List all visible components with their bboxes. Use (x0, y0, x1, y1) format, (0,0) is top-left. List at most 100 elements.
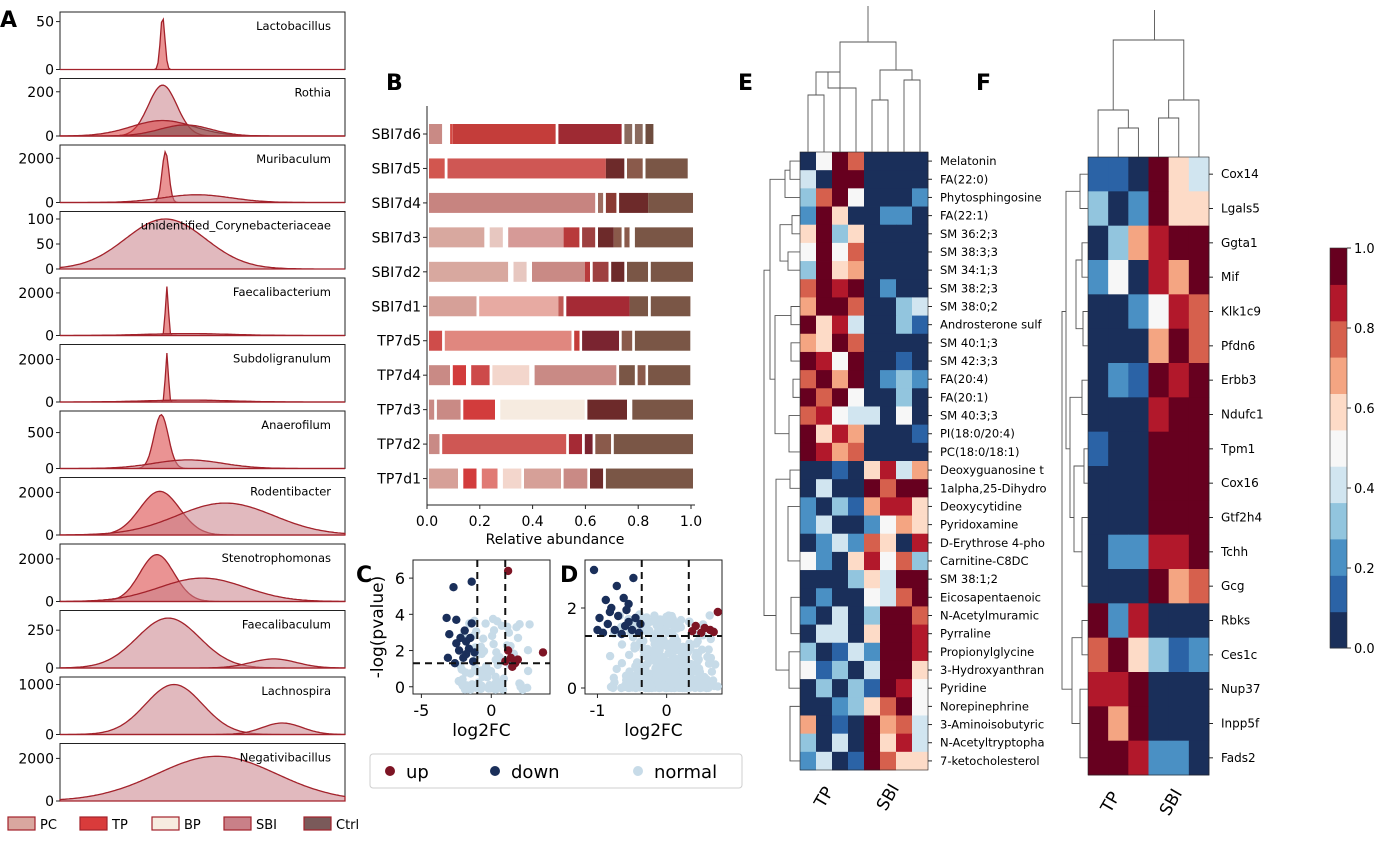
y-tick-label: 100 (27, 212, 54, 228)
bar-category-label: SBI7d4 (372, 196, 421, 212)
heatmap-cell (1168, 328, 1190, 364)
heatmap-cell (832, 224, 849, 244)
point-normal (487, 631, 497, 641)
heatmap-cell (880, 660, 897, 680)
heatmap-cell (800, 515, 817, 535)
heatmap-cell (896, 570, 913, 589)
row-label: Inpp5f (1221, 717, 1260, 731)
bar-segment (613, 434, 693, 455)
heatmap-cell (800, 551, 817, 571)
bar-segment (444, 330, 572, 351)
point-normal (466, 669, 475, 678)
bar-segment (624, 158, 627, 179)
colorbar-tick-label: 1.0 (1354, 242, 1375, 257)
heatmap-cell (1168, 363, 1190, 398)
heatmap-cell (816, 461, 833, 480)
point-down (612, 581, 621, 591)
bar-segment (484, 227, 490, 248)
point-up (513, 655, 522, 664)
bar-category-label: TP7d4 (376, 368, 421, 384)
heatmap-cell (1168, 500, 1190, 536)
heatmap-cell (880, 533, 897, 553)
heatmap-cell (896, 261, 913, 280)
bar-segment (561, 468, 564, 489)
bar-segment (524, 468, 561, 489)
heatmap-cell (912, 624, 929, 644)
heatmap-cell (912, 697, 929, 716)
bar-segment (429, 261, 509, 282)
heatmap-cell (864, 551, 881, 571)
point-normal (641, 683, 650, 693)
heatmap-cell (832, 388, 849, 407)
row-label: Cox16 (1221, 476, 1259, 490)
row-label: 3-Aminoisobutyric (940, 718, 1044, 732)
colorbar-tick-label: 0.4 (1354, 482, 1375, 497)
bar-segment (566, 434, 569, 455)
bar-segment (611, 261, 625, 282)
heatmap-cell (832, 751, 849, 771)
heatmap-cell (1148, 260, 1170, 295)
legend-label-tp: TP (111, 818, 128, 833)
x-tick-label: 0.2 (469, 514, 491, 530)
heatmap-cell (1088, 260, 1109, 295)
heatmap-cell (800, 170, 817, 189)
heatmap-cell (848, 570, 865, 589)
heatmap-cell (880, 715, 897, 735)
row-label: SM 38:2;3 (940, 281, 998, 295)
heatmap-cell (880, 570, 897, 589)
bar-segment (450, 124, 453, 144)
bar-segment (521, 468, 524, 489)
heatmap-cell (816, 660, 833, 680)
heatmap-cell (816, 170, 833, 189)
y-tick-label: 6 (395, 569, 405, 588)
heatmap-cell (880, 588, 897, 607)
heatmap-cell (848, 297, 865, 316)
bar-segment (563, 227, 580, 248)
heatmap-cell (816, 370, 833, 389)
heatmap-cell (880, 351, 897, 371)
bar-segment (645, 124, 654, 144)
heatmap-cell (816, 152, 833, 171)
heatmap-cell (864, 224, 881, 244)
point-down (622, 605, 631, 615)
point-normal (484, 684, 493, 693)
heatmap-cell (800, 497, 817, 516)
heatmap-cell (880, 679, 897, 698)
row-label: Fads2 (1221, 751, 1256, 765)
heatmap-cell (880, 606, 897, 625)
heatmap-cell (848, 388, 865, 407)
heatmap-cell (816, 479, 833, 498)
heatmap-cell (912, 279, 929, 298)
heatmap-cell (800, 606, 817, 625)
bar-segment (624, 124, 633, 144)
point-normal (516, 682, 525, 692)
heatmap-cell (848, 479, 865, 498)
heatmap-cell (800, 588, 817, 607)
x-tick-label: 0 (662, 701, 672, 720)
heatmap-cell (832, 461, 849, 480)
heatmap-cell (912, 188, 929, 207)
bar-segment (466, 365, 472, 386)
bar-segment (650, 296, 691, 317)
row-label: Rbks (1221, 614, 1250, 628)
bar-segment (436, 399, 461, 420)
bar-segment (579, 330, 583, 351)
y-tick-label: 0 (45, 728, 54, 744)
heatmap-cell (1108, 637, 1129, 673)
heatmap-cell (800, 424, 817, 444)
heatmap-cell (816, 188, 833, 207)
bar-category-label: TP7d2 (376, 437, 421, 453)
heatmap-cell (896, 733, 913, 753)
heatmap-cell (896, 533, 913, 553)
point-normal (631, 643, 640, 652)
heatmap-cell (912, 497, 929, 516)
bar-segment (595, 227, 598, 248)
heatmap-cell (848, 515, 865, 535)
legend-label-ctrl: Ctrl (336, 818, 359, 833)
y-tick-label: 0 (395, 678, 405, 697)
y-tick-label: 2000 (18, 352, 54, 368)
y-axis-label: -log(pvalue) (368, 576, 388, 679)
heatmap-cell (832, 533, 849, 553)
bar-segment (632, 330, 635, 351)
heatmap-cell (1108, 328, 1129, 364)
